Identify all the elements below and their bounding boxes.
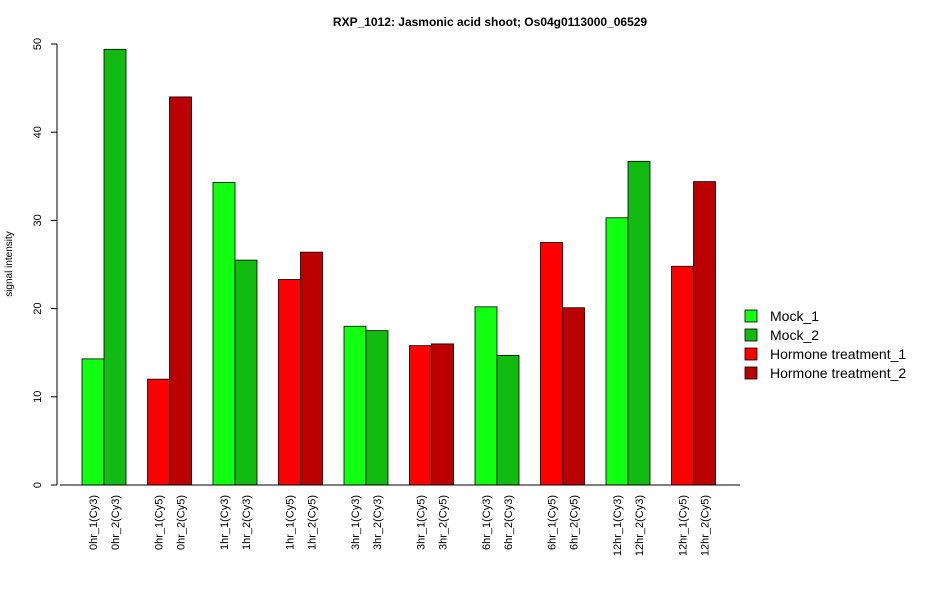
bars-group bbox=[81, 48, 716, 486]
legend: Mock_1 Mock_2 Hormone treatment_1 Hormone t… bbox=[744, 308, 906, 381]
x-tick-label: 6hr_2(Cy5) bbox=[569, 495, 581, 550]
x-tick-label: 6hr_1(Cy5) bbox=[547, 495, 559, 550]
legend-swatch bbox=[744, 366, 758, 380]
x-tick-label: 6hr_1(Cy3) bbox=[481, 495, 493, 550]
bar bbox=[496, 354, 520, 486]
bar bbox=[300, 251, 323, 486]
y-axis-label: signal intensity bbox=[4, 231, 15, 297]
bar bbox=[605, 217, 629, 486]
bar bbox=[693, 181, 716, 486]
x-tick-label: 3hr_2(Cy5) bbox=[438, 495, 450, 550]
bar bbox=[234, 259, 258, 486]
x-tick-label: 12hr_2(Cy5) bbox=[700, 495, 712, 556]
bar bbox=[540, 242, 563, 486]
y-tick-label: 20 bbox=[32, 302, 44, 314]
x-tick-label: 0hr_1(Cy5) bbox=[154, 495, 166, 550]
x-tick-label: 1hr_2(Cy5) bbox=[307, 495, 319, 550]
x-tick-label: 0hr_1(Cy3) bbox=[88, 495, 100, 550]
bar bbox=[562, 307, 585, 486]
bar bbox=[81, 358, 105, 486]
x-tick-label: 3hr_1(Cy3) bbox=[350, 495, 362, 550]
x-tick-label: 12hr_2(Cy3) bbox=[634, 495, 646, 556]
y-tick-label: 30 bbox=[32, 214, 44, 226]
x-tick-label: 12hr_1(Cy5) bbox=[678, 495, 690, 556]
legend-swatch bbox=[744, 347, 758, 361]
legend-label: Mock_2 bbox=[770, 327, 819, 343]
bar bbox=[409, 345, 432, 486]
legend-swatch bbox=[744, 309, 758, 323]
x-tick-label: 0hr_2(Cy3) bbox=[110, 495, 122, 550]
legend-label: Mock_1 bbox=[770, 308, 819, 324]
bar bbox=[212, 182, 236, 486]
bar bbox=[103, 48, 127, 486]
bar bbox=[147, 378, 170, 486]
y-tick-label: 10 bbox=[32, 391, 44, 403]
bar bbox=[169, 96, 192, 486]
x-tick-label: 1hr_2(Cy3) bbox=[241, 495, 253, 550]
x-tick-label: 1hr_1(Cy3) bbox=[219, 495, 231, 550]
x-tick-label: 12hr_1(Cy3) bbox=[612, 495, 624, 556]
x-tick-label: 0hr_2(Cy5) bbox=[176, 495, 188, 550]
legend-swatch bbox=[744, 328, 758, 342]
bar bbox=[474, 306, 498, 486]
legend-label: Hormone treatment_2 bbox=[770, 365, 906, 381]
category-labels: 0hr_1(Cy3) 0hr_2(Cy3) 0hr_1(Cy5) 0hr_2(Cy5)… bbox=[88, 495, 712, 556]
chart-title: RXP_1012: Jasmonic acid shoot; Os04g0113… bbox=[333, 15, 648, 29]
x-tick-label: 3hr_2(Cy3) bbox=[372, 495, 384, 550]
bar bbox=[431, 343, 454, 486]
y-tick-label: 40 bbox=[32, 126, 44, 138]
bar bbox=[278, 279, 301, 486]
x-tick-label: 6hr_2(Cy3) bbox=[503, 495, 515, 550]
y-axis: 0 10 20 30 40 50 bbox=[32, 38, 58, 488]
x-tick-label: 3hr_1(Cy5) bbox=[416, 495, 428, 550]
bar bbox=[343, 325, 367, 486]
bar bbox=[671, 265, 694, 486]
legend-label: Hormone treatment_1 bbox=[770, 346, 906, 362]
y-tick-label: 0 bbox=[32, 482, 44, 488]
y-tick-label: 50 bbox=[32, 38, 44, 50]
bar bbox=[627, 160, 651, 486]
x-tick-label: 1hr_1(Cy5) bbox=[285, 495, 297, 550]
bar bbox=[365, 330, 389, 486]
